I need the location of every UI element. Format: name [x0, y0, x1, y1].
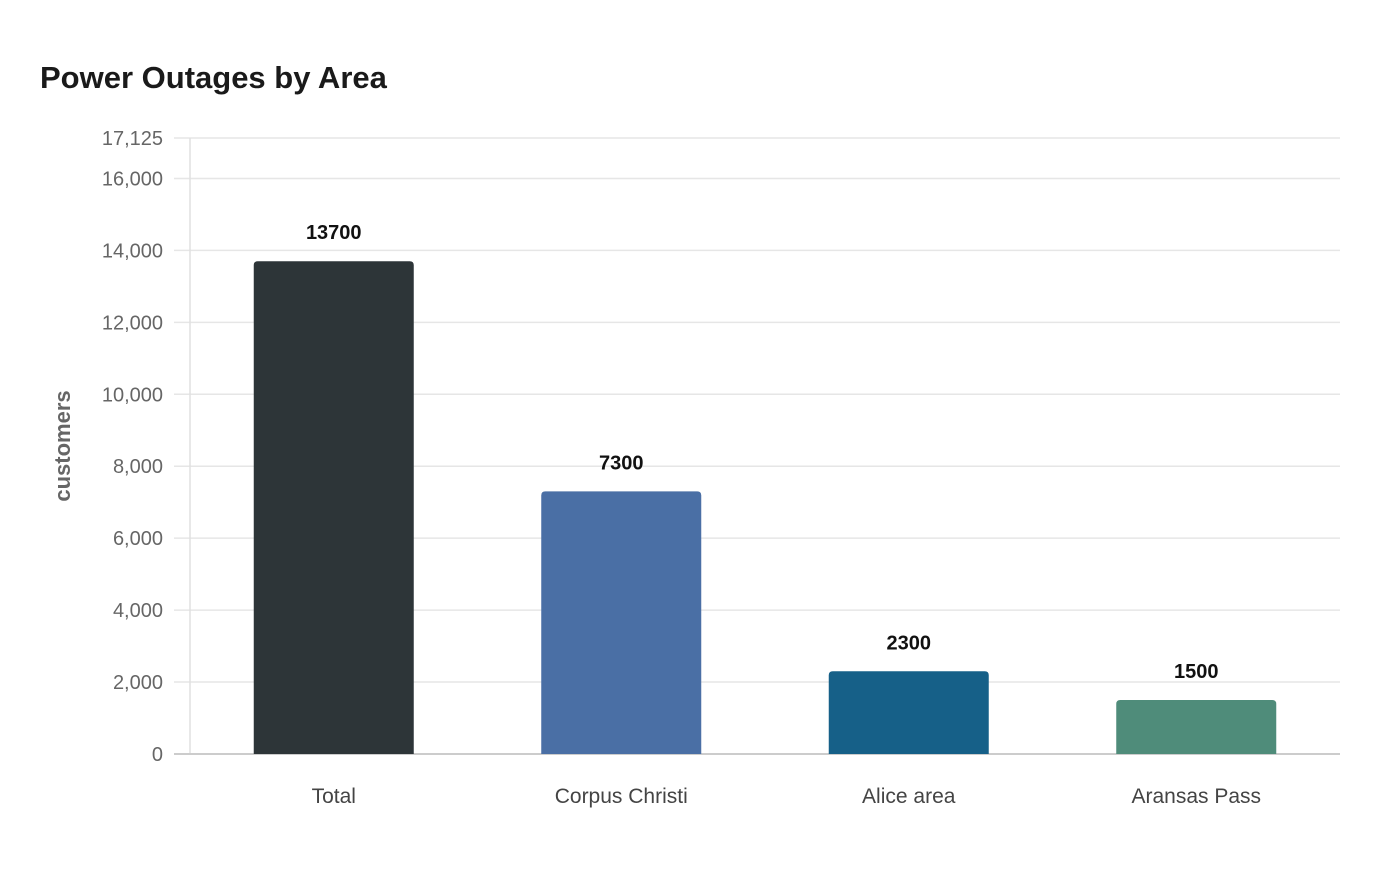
labels: 0 2,000 4,000 6,000 8,000 10,000 12,000 14,000 1… — [102, 128, 1261, 808]
y-tick-label: 16,000 — [102, 168, 163, 190]
data-label: 7300 — [599, 452, 644, 474]
x-tick-label: Aransas Pass — [1131, 785, 1261, 808]
y-tick-label: 0 — [152, 744, 163, 766]
y-tick-label: 2,000 — [113, 672, 163, 694]
chart-title: Power Outages by Area — [40, 60, 387, 95]
y-tick-label: 12,000 — [102, 312, 163, 334]
bar — [828, 671, 989, 754]
y-tick-label: 6,000 — [113, 528, 163, 550]
y-tick-label: 17,125 — [102, 128, 163, 150]
x-tick-label: Total — [312, 785, 356, 808]
bars — [253, 261, 1277, 754]
y-axis-title: customers — [50, 390, 75, 501]
bar — [253, 261, 414, 754]
data-label: 1500 — [1174, 661, 1219, 683]
bar — [1116, 700, 1277, 754]
x-tick-label: Alice area — [862, 785, 956, 808]
x-tick-label: Corpus Christi — [555, 785, 688, 808]
bar — [541, 491, 702, 754]
y-tick-label: 4,000 — [113, 600, 163, 622]
y-tick-label: 14,000 — [102, 240, 163, 262]
y-tick-label: 8,000 — [113, 456, 163, 478]
y-tick-label: 10,000 — [102, 384, 163, 406]
data-label: 13700 — [306, 222, 362, 244]
data-label: 2300 — [887, 632, 932, 654]
